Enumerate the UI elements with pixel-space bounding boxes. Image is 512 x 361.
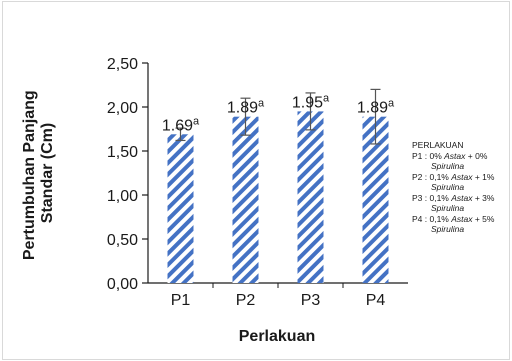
data-label-p4: 1.89a — [357, 98, 395, 117]
error-bars — [175, 88, 381, 145]
legend-entry-3: P3 : 0,1% Astax + 3%Spirulina — [412, 193, 495, 213]
x-tick-label: P1 — [171, 292, 191, 309]
error-bar-p1 — [175, 127, 186, 142]
legend: PERLAKUAN P1 : 0% Astax + 0%SpirulinaP2 … — [412, 140, 495, 234]
svg-text:Spirulina: Spirulina — [431, 161, 464, 171]
legend-entry-1: P1 : 0% Astax + 0%Spirulina — [412, 151, 488, 171]
x-tick-label: P4 — [366, 292, 386, 309]
svg-text:P2 : 0,1% Astax + 1%: P2 : 0,1% Astax + 1% — [412, 172, 495, 182]
svg-text:P3 : 0,1% Astax + 3%: P3 : 0,1% Astax + 3% — [412, 193, 495, 203]
data-label-p3: 1.95a — [292, 92, 330, 111]
svg-text:P1 : 0% Astax + 0%: P1 : 0% Astax + 0% — [412, 151, 488, 161]
x-tick-label: P2 — [236, 292, 256, 309]
y-tick-label: 0,50 — [107, 232, 138, 249]
svg-text:Spirulina: Spirulina — [431, 182, 464, 192]
legend-entry-4: P4 : 0,1% Astax + 5%Spirulina — [412, 214, 495, 234]
x-axis: P1 P2 P3 P4 — [148, 282, 408, 309]
y-tick-label: 2,00 — [107, 100, 138, 117]
y-tick-label: 2,50 — [107, 56, 138, 73]
y-tick-label: 1,50 — [107, 144, 138, 161]
data-label-p1: 1.69a — [162, 115, 200, 134]
y-tick-label: 0,00 — [107, 276, 138, 293]
error-bar-p2 — [240, 97, 251, 136]
x-axis-title: Perlakuan — [239, 328, 315, 345]
data-label-p2: 1.89a — [227, 98, 265, 117]
svg-text:Spirulina: Spirulina — [431, 203, 464, 213]
bar-p1 — [167, 134, 194, 283]
x-tick-label: P3 — [301, 292, 321, 309]
error-bar-p4 — [370, 88, 381, 145]
y-tick-label: 1,00 — [107, 188, 138, 205]
bars — [167, 111, 389, 284]
legend-entry-2: P2 : 0,1% Astax + 1%Spirulina — [412, 172, 495, 192]
error-bar-p3 — [305, 92, 316, 131]
y-axis: 0,00 0,50 1,00 1,50 2,00 2,50 — [107, 56, 149, 293]
svg-text:P4 : 0,1% Astax + 5%: P4 : 0,1% Astax + 5% — [412, 214, 495, 224]
y-axis-title: Pertumbuhan Panjang Standar (Cm) — [21, 86, 56, 260]
bar-p2 — [232, 116, 259, 284]
data-labels: 1.69a 1.89a 1.95a 1.89a — [162, 92, 395, 134]
legend-title: PERLAKUAN — [412, 140, 464, 150]
bar-p3 — [297, 111, 324, 284]
svg-text:Spirulina: Spirulina — [431, 224, 464, 234]
